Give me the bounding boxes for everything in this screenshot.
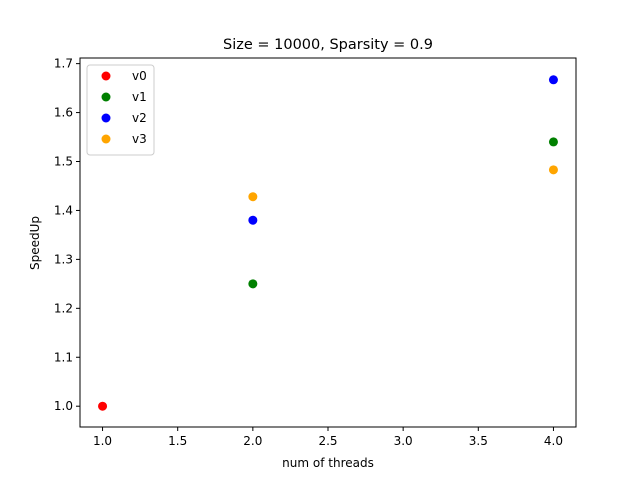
data-point-v2 (548, 75, 558, 85)
chart-title: Size = 10000, Sparsity = 0.9 (223, 37, 433, 53)
data-point-v1 (248, 279, 258, 289)
y-tick-label: 1.0 (54, 399, 73, 413)
y-tick-label: 1.1 (54, 350, 73, 364)
y-tick-label: 1.6 (54, 106, 73, 120)
data-point-v0 (98, 401, 108, 411)
y-tick-label: 1.2 (54, 301, 73, 315)
plot-area (79, 57, 577, 428)
legend: v0 v1 v2 v3 (86, 64, 155, 156)
data-point-v3 (548, 165, 558, 175)
legend-box (86, 64, 155, 156)
y-tick-label: 1.3 (54, 252, 73, 266)
y-axis-label: SpeedUp (28, 216, 42, 270)
legend-marker-v3 (101, 134, 111, 144)
x-axis-ticks: 1.0 1.5 2.0 2.5 3.0 3.5 4.0 (93, 427, 563, 448)
data-point-v1 (548, 137, 558, 147)
legend-label-v0: v0 (132, 69, 147, 83)
x-axis-label: num of threads (282, 456, 374, 470)
legend-marker-v1 (101, 92, 111, 102)
x-tick-label: 1.0 (93, 434, 112, 448)
y-tick-label: 1.5 (54, 155, 73, 169)
x-tick-label: 2.0 (243, 434, 262, 448)
plot-frame (79, 57, 577, 428)
x-tick-label: 3.5 (469, 434, 488, 448)
data-points (98, 75, 558, 411)
x-tick-label: 2.5 (318, 434, 337, 448)
y-tick-label: 1.4 (54, 203, 73, 217)
x-tick-label: 3.0 (394, 434, 413, 448)
legend-marker-v0 (101, 71, 111, 81)
legend-label-v2: v2 (132, 111, 147, 125)
data-point-v3 (248, 192, 258, 202)
data-point-v2 (248, 215, 258, 225)
legend-label-v1: v1 (132, 90, 147, 104)
legend-label-v3: v3 (132, 132, 147, 146)
x-tick-label: 1.5 (168, 434, 187, 448)
legend-marker-v2 (101, 113, 111, 123)
x-tick-label: 4.0 (544, 434, 563, 448)
y-axis-ticks: 1.0 1.1 1.2 1.3 1.4 1.5 1.6 1.7 (54, 57, 80, 413)
y-tick-label: 1.7 (54, 57, 73, 71)
